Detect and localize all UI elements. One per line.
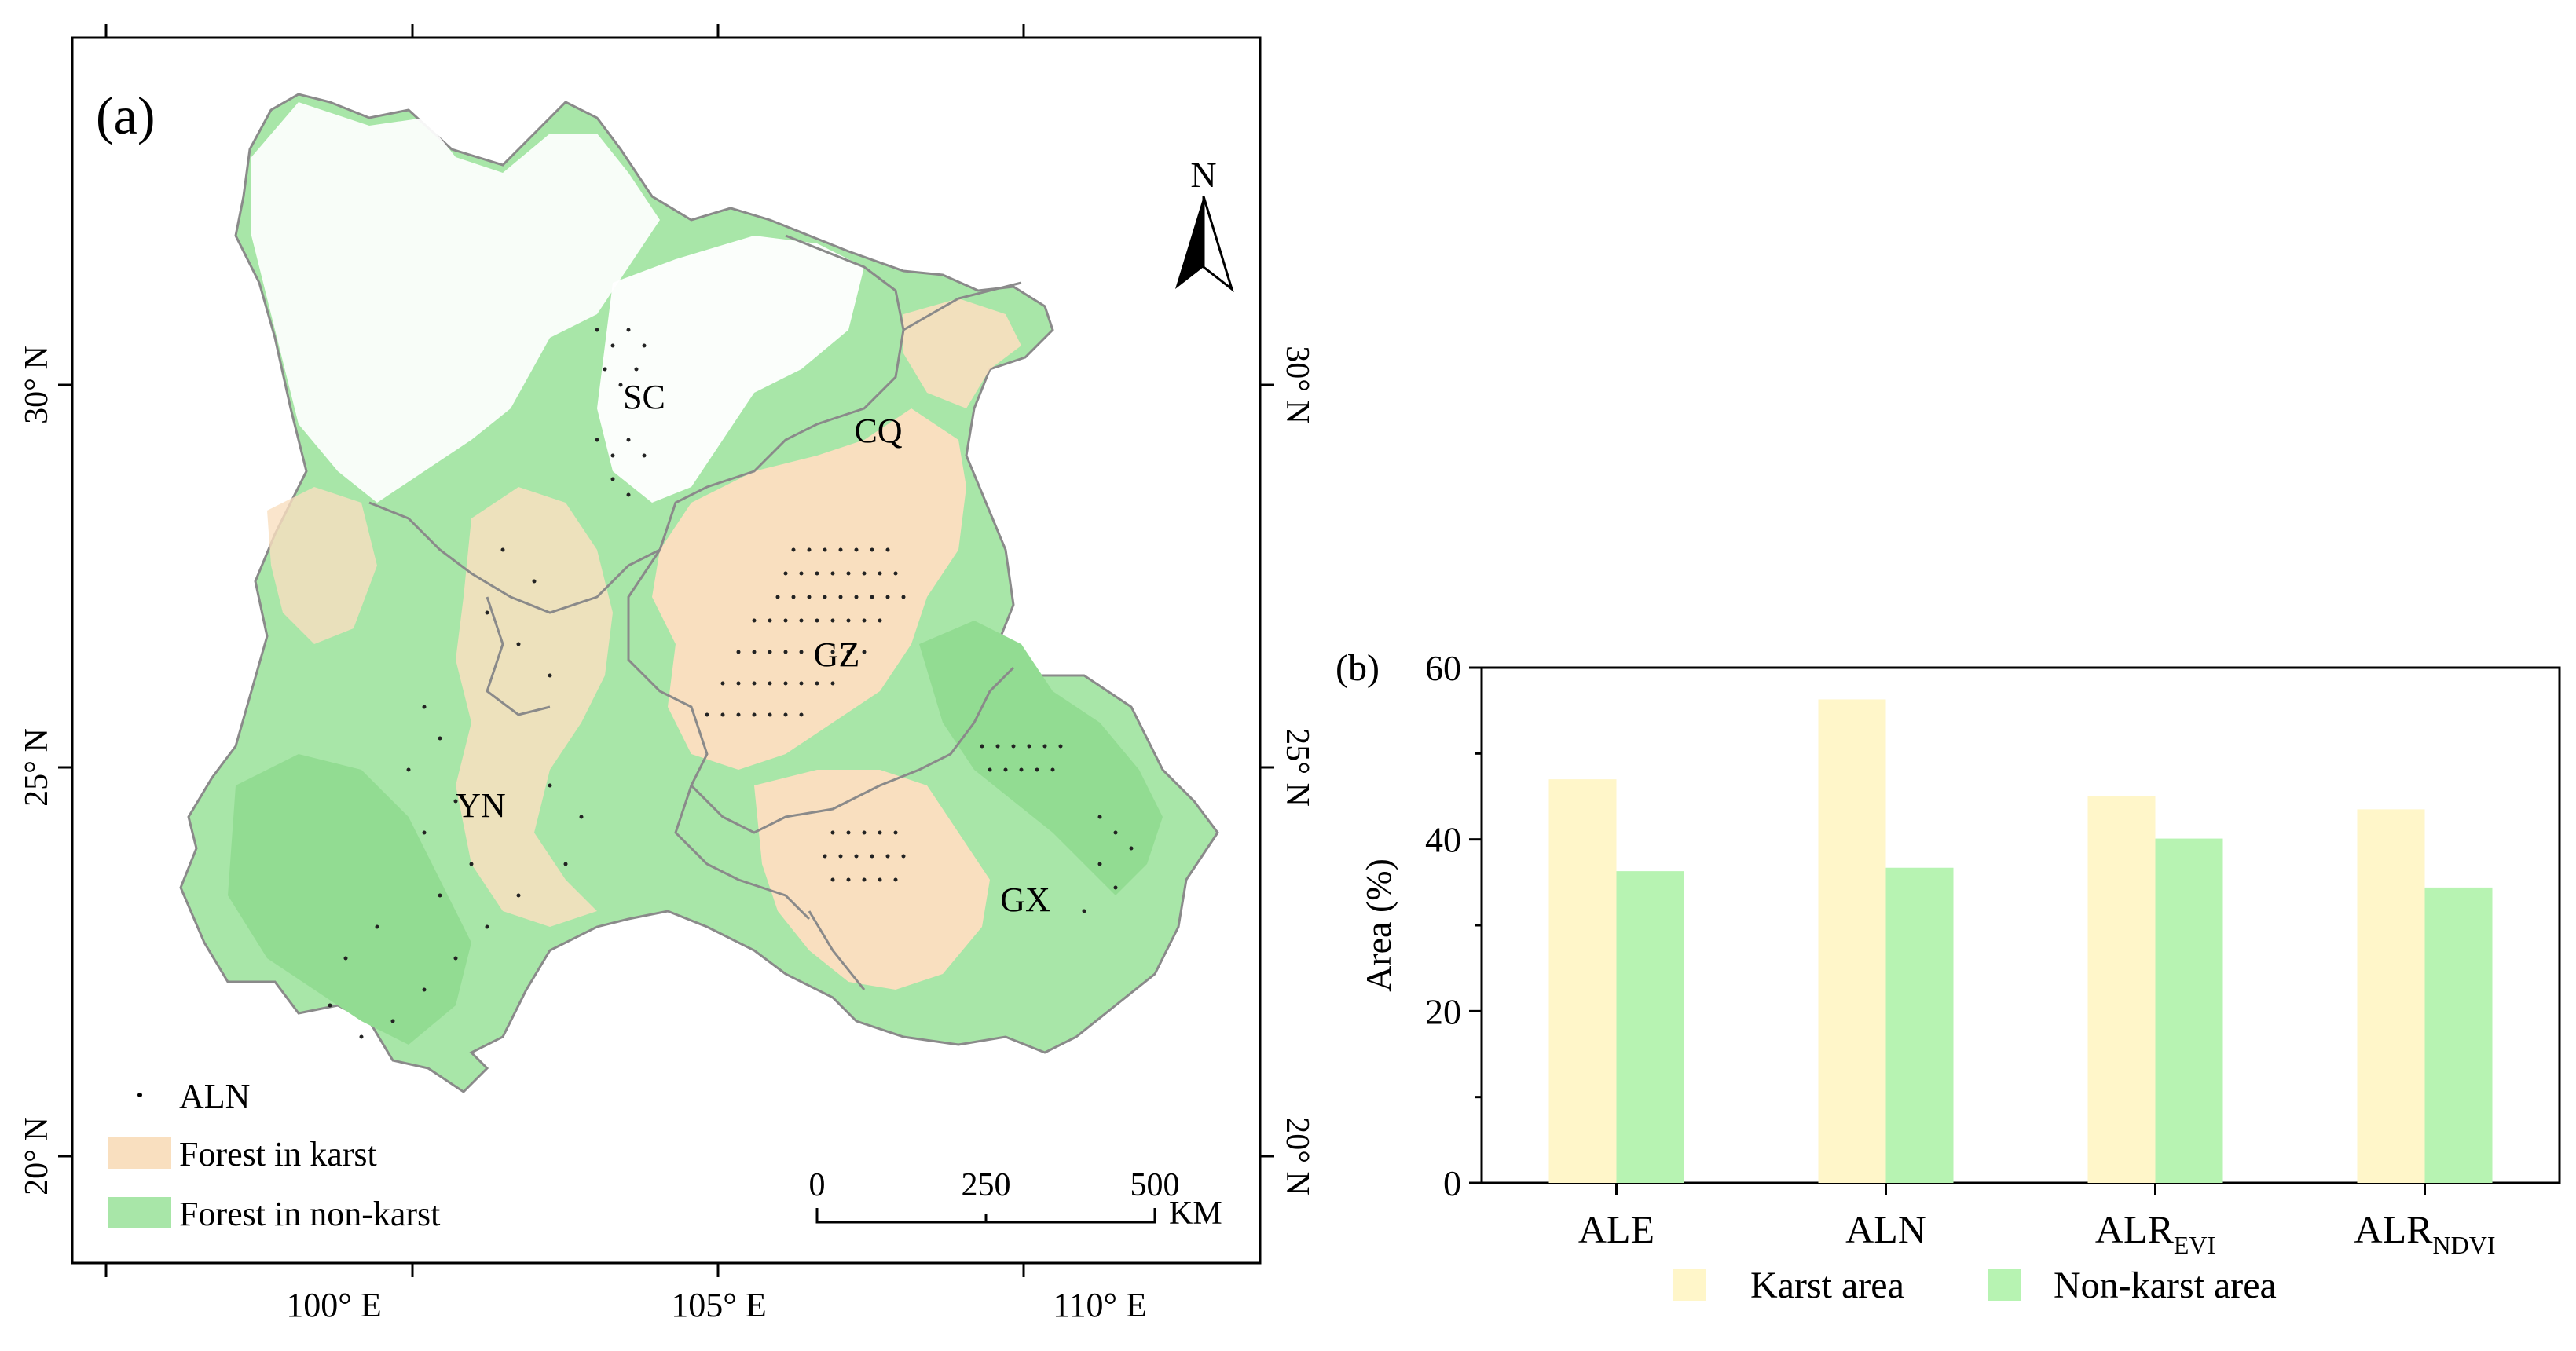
- legend-karst-label: Forest in karst: [179, 1135, 377, 1173]
- map-lon-ticks-lines: [58, 24, 1274, 1277]
- bar-karst-alr-evi: [2087, 796, 2156, 1183]
- bar-chart-panel: (b) 0 20 40 60 ALE ALN ALREVI ALRNDVI Area (%)…: [1336, 647, 2561, 1306]
- bar-karst-alr-ndvi: [2357, 809, 2425, 1183]
- map-panel-label: (a): [96, 86, 155, 145]
- scale-bar: 0 250 500 KM: [809, 1167, 1222, 1232]
- map-nonkarst-patch-east: [919, 621, 1163, 895]
- region-label-cq: CQ: [854, 412, 902, 450]
- map-nonforest-sichuan-basin: [597, 236, 864, 503]
- north-arrow-dark: [1175, 196, 1204, 289]
- y-tick-label: 60: [1425, 648, 1461, 688]
- lat-label-30-left: 30° N: [19, 346, 55, 424]
- y-tick-label: 20: [1425, 991, 1461, 1031]
- region-label-sc: SC: [623, 378, 665, 416]
- lat-label-20-right: 20° N: [1279, 1117, 1315, 1195]
- legend-nonkarst-swatch: [108, 1197, 171, 1228]
- north-arrow-label: N: [1190, 155, 1216, 195]
- region-label-yn: YN: [456, 786, 506, 825]
- lon-label-110: 110° E: [1053, 1286, 1147, 1324]
- bar-nonkarst-aln: [1885, 867, 1954, 1183]
- legend-karst-area-label: Karst area: [1750, 1265, 1904, 1306]
- aln-cluster-yn: [328, 705, 584, 1039]
- map-karst-west: [267, 487, 377, 644]
- map-karst-gz: [652, 408, 966, 770]
- bar-nonkarst-ale: [1616, 871, 1684, 1183]
- scale-label-0: 0: [809, 1167, 826, 1203]
- lat-label-30-right: 30° N: [1279, 346, 1315, 424]
- scale-label-250: 250: [962, 1167, 1011, 1203]
- map-aln-points: [328, 328, 1134, 1039]
- x-tick-label: ALN: [1845, 1207, 1926, 1251]
- legend-aln-marker: [137, 1093, 142, 1097]
- bars-layer: [1548, 699, 2493, 1183]
- north-arrow: N: [1175, 155, 1234, 293]
- aln-cluster-gx: [823, 744, 1134, 913]
- bar-karst-aln: [1818, 699, 1886, 1183]
- legend-nonkarst-area-label: Non-karst area: [2054, 1265, 2277, 1306]
- x-axis: ALE ALN ALREVI ALRNDVI: [1578, 1183, 2496, 1259]
- chart-legend: Karst area Non-karst area: [1673, 1265, 2277, 1306]
- scale-label-500: 500: [1130, 1167, 1180, 1203]
- map-karst-cq: [903, 298, 1021, 408]
- lon-label-100: 100° E: [286, 1286, 381, 1324]
- map-nonforest-north: [251, 102, 660, 503]
- y-tick-label: 0: [1443, 1163, 1461, 1203]
- lat-label-25-right: 25° N: [1279, 728, 1315, 807]
- map-panel: SC CQ GZ YN GX (a) N 30° N 25° N 20° N 3…: [19, 24, 1315, 1324]
- aln-cluster-sc: [485, 328, 647, 678]
- map-karst-gx: [754, 770, 990, 990]
- x-tick-label: ALREVI: [2095, 1207, 2215, 1259]
- bar-nonkarst-alr-ndvi: [2424, 887, 2493, 1183]
- map-legend: ALN Forest in karst Forest in non-karst: [108, 1077, 440, 1233]
- legend-nonkarst-label: Forest in non-karst: [179, 1195, 440, 1233]
- aln-cluster-gz: [705, 547, 906, 717]
- legend-nonkarst-area-swatch: [1988, 1269, 2021, 1301]
- x-tick-label: ALRNDVI: [2354, 1207, 2496, 1259]
- map-nonkarst-patch-yn: [228, 754, 471, 1045]
- legend-aln-label: ALN: [179, 1077, 250, 1115]
- legend-karst-swatch: [108, 1137, 171, 1169]
- region-label-gz: GZ: [814, 635, 860, 674]
- north-arrow-light: [1202, 196, 1234, 293]
- bar-nonkarst-alr-evi: [2155, 838, 2223, 1183]
- scale-unit: KM: [1169, 1195, 1222, 1232]
- y-axis: 0 20 40 60: [1425, 648, 1482, 1203]
- x-tick-label: ALE: [1578, 1207, 1654, 1251]
- bar-karst-ale: [1548, 779, 1617, 1183]
- lat-label-20-left: 20° N: [19, 1117, 55, 1195]
- chart-panel-label: (b): [1336, 647, 1380, 689]
- y-axis-title: Area (%): [1358, 859, 1398, 992]
- legend-karst-area-swatch: [1673, 1269, 1706, 1301]
- region-label-gx: GX: [1000, 881, 1050, 919]
- lon-label-105: 105° E: [671, 1286, 766, 1324]
- y-tick-label: 40: [1425, 820, 1461, 860]
- map-karst-sw: [456, 487, 613, 927]
- lat-label-25-left: 25° N: [19, 728, 55, 807]
- map-province-borders: [368, 234, 1022, 990]
